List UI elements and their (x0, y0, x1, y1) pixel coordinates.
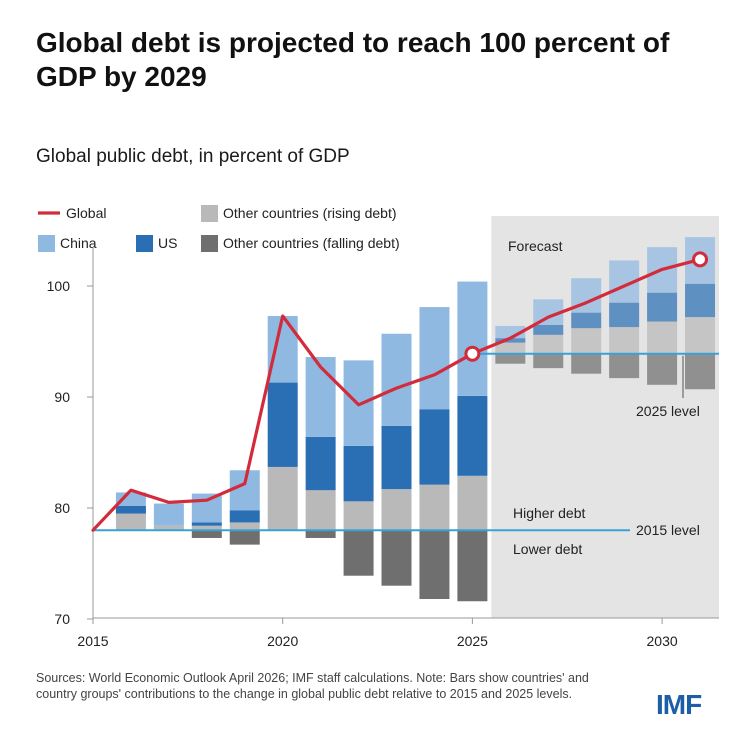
reference-lines (93, 352, 719, 532)
legend-item-us: US (136, 235, 177, 252)
legend-item-global: Global (38, 205, 106, 221)
x-tick-label-2015: 2015 (77, 633, 108, 649)
bar-rising-2024 (419, 484, 450, 531)
higher-debt-label: Higher debt (513, 505, 585, 521)
ref-label-2025: 2025 level (636, 403, 700, 419)
legend-swatch-falling (201, 235, 218, 252)
bar-rising-2016 (115, 513, 146, 531)
bar-china-2017 (153, 503, 184, 526)
legend-swatch-us (136, 235, 153, 252)
legend-label-falling: Other countries (falling debt) (223, 235, 400, 251)
chart-title: Global debt is projected to reach 100 pe… (36, 27, 670, 92)
bar-rising-2022 (343, 501, 374, 531)
x-tick-label-2030: 2030 (647, 633, 678, 649)
bar-china-2021 (305, 357, 336, 437)
debt-chart: 70 80 90 100 2015 2020 2025 2030 Forecast 2015 l… (38, 205, 719, 649)
bar-us-2022 (343, 445, 374, 502)
chart-subtitle: Global public debt, in percent of GDP (36, 146, 350, 167)
bar-rising-2020 (267, 466, 298, 531)
chart-labels: Forecast 2015 level 2025 level Higher debt L… (508, 238, 700, 557)
bar-us-2018 (191, 522, 222, 526)
legend-label-china: China (60, 235, 97, 251)
bar-china-2023 (381, 333, 412, 426)
legend-label-us: US (158, 235, 177, 251)
bar-rising-2021 (305, 490, 336, 531)
bar-us-2019 (229, 510, 260, 523)
legend-item-rising: Other countries (rising debt) (201, 205, 397, 222)
bar-us-2024 (419, 409, 450, 485)
forecast-label: Forecast (508, 238, 563, 254)
bar-china-2018 (191, 493, 222, 523)
bar-rising-2030 (647, 321, 678, 354)
legend-label-rising: Other countries (rising debt) (223, 205, 397, 221)
bar-rising-2028 (571, 328, 602, 354)
bar-rising-2018 (191, 525, 222, 531)
bar-us-2016 (115, 505, 146, 514)
bar-us-2025 (457, 395, 488, 476)
bar-us-2030 (647, 292, 678, 322)
bar-rising-2026 (495, 342, 526, 354)
global-point-2031 (692, 251, 709, 268)
legend-swatch-rising (201, 205, 218, 222)
bar-falling-2029 (609, 353, 640, 379)
legend-label-global: Global (66, 205, 106, 221)
bar-china-2025 (457, 281, 488, 396)
bar-rising-2031 (685, 317, 716, 354)
legend: Global Other countries (rising debt) China… (38, 205, 400, 252)
x-tick-label-2025: 2025 (457, 633, 488, 649)
bar-china-2020 (267, 315, 298, 383)
global-series (91, 251, 709, 532)
global-line (91, 257, 702, 532)
bar-us-2021 (305, 436, 336, 491)
bar-falling-2023 (381, 530, 412, 586)
bar-falling-2030 (647, 353, 678, 385)
source-note: Sources: World Economic Outlook April 20… (36, 671, 589, 701)
bar-us-2031 (685, 283, 716, 318)
bar-falling-2025 (457, 530, 488, 602)
y-tick-label-70: 70 (54, 611, 70, 627)
bar-us-2026 (495, 338, 526, 343)
bar-rising-2025 (457, 475, 488, 531)
bar-us-2028 (571, 312, 602, 329)
bar-rising-2019 (229, 522, 260, 531)
bar-us-2020 (267, 382, 298, 467)
legend-item-china: China (38, 235, 97, 252)
bar-falling-2019 (229, 530, 260, 545)
bar-rising-2023 (381, 489, 412, 531)
bar-falling-2024 (419, 530, 450, 600)
global-point-2025 (464, 345, 481, 362)
ref-label-2015: 2015 level (636, 522, 700, 538)
y-tick-label-100: 100 (47, 278, 71, 294)
y-tick-label-90: 90 (54, 389, 70, 405)
forecast-region (491, 216, 719, 618)
bar-us-2027 (533, 324, 564, 335)
bar-china-2019 (229, 470, 260, 511)
bar-falling-2028 (571, 353, 602, 374)
legend-swatch-china (38, 235, 55, 252)
legend-item-falling: Other countries (falling debt) (201, 235, 400, 252)
x-tick-label-2020: 2020 (267, 633, 298, 649)
bar-falling-2022 (343, 530, 374, 576)
lower-debt-label: Lower debt (513, 541, 582, 557)
bar-falling-2026 (495, 353, 526, 364)
axes: 70 80 90 100 2015 2020 2025 2030 (47, 248, 719, 649)
bar-rising-2029 (609, 327, 640, 354)
y-tick-label-80: 80 (54, 500, 70, 516)
forecast-shade (491, 216, 719, 618)
bar-falling-2031 (685, 353, 716, 390)
bar-falling-2027 (533, 353, 564, 369)
bar-rising-2017 (153, 525, 184, 531)
bar-falling-2018 (191, 530, 222, 538)
bar-us-2023 (381, 425, 412, 490)
bar-us-2029 (609, 302, 640, 328)
bar-china-2024 (419, 307, 450, 410)
imf-logo: IMF (656, 689, 702, 720)
bar-rising-2027 (533, 334, 564, 354)
bar-falling-2021 (305, 530, 336, 538)
